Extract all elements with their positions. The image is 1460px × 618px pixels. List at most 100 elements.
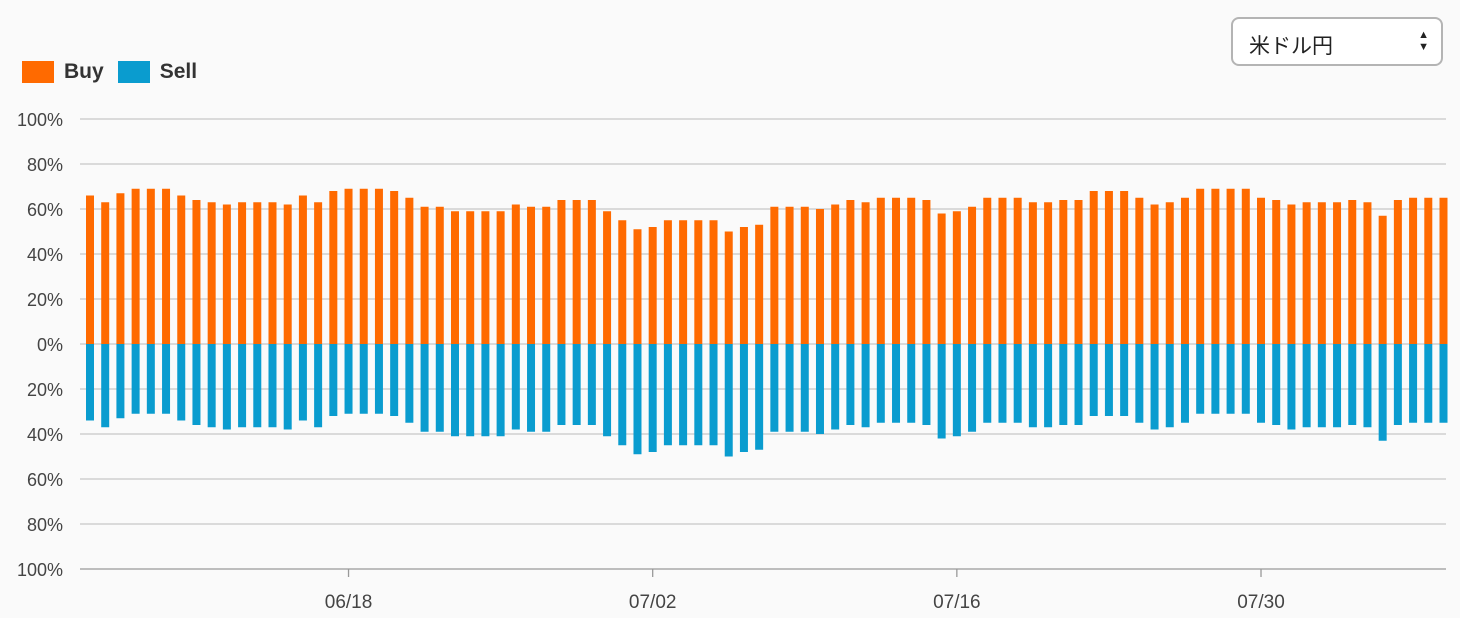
buy-bar[interactable]	[815, 209, 824, 344]
buy-bar[interactable]	[1196, 188, 1205, 344]
buy-bar[interactable]	[831, 204, 840, 345]
buy-bar[interactable]	[283, 204, 292, 345]
buy-bar[interactable]	[1257, 197, 1266, 344]
sell-bar[interactable]	[1348, 344, 1357, 425]
buy-bar[interactable]	[101, 202, 110, 344]
buy-bar[interactable]	[1363, 202, 1372, 344]
buy-bar[interactable]	[739, 227, 748, 344]
buy-bar[interactable]	[922, 200, 931, 344]
sell-bar[interactable]	[253, 344, 262, 428]
sell-bar[interactable]	[86, 344, 94, 421]
sell-bar[interactable]	[101, 344, 110, 428]
sell-bar[interactable]	[694, 344, 703, 446]
sell-bar[interactable]	[268, 344, 277, 428]
buy-bar[interactable]	[1211, 188, 1220, 344]
sell-bar[interactable]	[1013, 344, 1022, 423]
buy-bar[interactable]	[1165, 202, 1174, 344]
buy-bar[interactable]	[907, 197, 916, 344]
buy-bar[interactable]	[679, 220, 688, 344]
buy-bar[interactable]	[952, 211, 961, 344]
buy-bar[interactable]	[1120, 191, 1129, 344]
buy-bar[interactable]	[755, 224, 764, 344]
sell-bar[interactable]	[633, 344, 642, 455]
buy-bar[interactable]	[1226, 188, 1235, 344]
sell-bar[interactable]	[1074, 344, 1083, 425]
sell-bar[interactable]	[709, 344, 718, 446]
buy-bar[interactable]	[268, 202, 277, 344]
sell-bar[interactable]	[1378, 344, 1387, 441]
buy-bar[interactable]	[466, 211, 475, 344]
buy-bar[interactable]	[1104, 191, 1113, 344]
sell-bar[interactable]	[937, 344, 946, 439]
sell-bar[interactable]	[405, 344, 414, 423]
sell-bar[interactable]	[1363, 344, 1372, 428]
buy-bar[interactable]	[511, 204, 520, 345]
sell-bar[interactable]	[618, 344, 627, 446]
sell-bar[interactable]	[329, 344, 338, 416]
buy-bar[interactable]	[557, 200, 566, 344]
sell-bar[interactable]	[238, 344, 247, 428]
sell-bar[interactable]	[283, 344, 292, 430]
buy-bar[interactable]	[222, 204, 231, 345]
buy-bar[interactable]	[450, 211, 459, 344]
sell-bar[interactable]	[876, 344, 885, 423]
buy-bar[interactable]	[1180, 197, 1189, 344]
sell-bar[interactable]	[679, 344, 688, 446]
sell-bar[interactable]	[1272, 344, 1281, 425]
sell-bar[interactable]	[815, 344, 824, 434]
sell-bar[interactable]	[603, 344, 612, 437]
buy-bar[interactable]	[527, 206, 536, 344]
buy-bar[interactable]	[1059, 200, 1068, 344]
sell-bar[interactable]	[314, 344, 323, 428]
buy-bar[interactable]	[390, 191, 399, 344]
sell-bar[interactable]	[496, 344, 505, 437]
sell-bar[interactable]	[542, 344, 551, 432]
buy-bar[interactable]	[344, 188, 353, 344]
buy-bar[interactable]	[405, 197, 414, 344]
buy-bar[interactable]	[770, 206, 779, 344]
sell-bar[interactable]	[770, 344, 779, 432]
buy-bar[interactable]	[603, 211, 612, 344]
sell-bar[interactable]	[1333, 344, 1342, 428]
sell-bar[interactable]	[648, 344, 657, 452]
sell-bar[interactable]	[800, 344, 809, 432]
buy-bar[interactable]	[998, 197, 1007, 344]
buy-bar[interactable]	[329, 191, 338, 344]
sell-bar[interactable]	[1257, 344, 1266, 423]
buy-bar[interactable]	[846, 200, 855, 344]
sell-bar[interactable]	[450, 344, 459, 437]
buy-bar[interactable]	[298, 195, 307, 345]
buy-bar[interactable]	[1393, 200, 1402, 344]
buy-bar[interactable]	[800, 206, 809, 344]
sell-bar[interactable]	[1059, 344, 1068, 425]
sell-bar[interactable]	[983, 344, 992, 423]
buy-bar[interactable]	[861, 202, 870, 344]
buy-bar[interactable]	[162, 188, 171, 344]
sell-bar[interactable]	[724, 344, 733, 457]
buy-bar[interactable]	[1302, 202, 1311, 344]
buy-bar[interactable]	[420, 206, 429, 344]
sell-bar[interactable]	[952, 344, 961, 437]
buy-bar[interactable]	[724, 231, 733, 345]
sell-bar[interactable]	[222, 344, 231, 430]
sell-bar[interactable]	[207, 344, 216, 428]
buy-bar[interactable]	[238, 202, 247, 344]
buy-bar[interactable]	[192, 200, 201, 344]
buy-bar[interactable]	[131, 188, 140, 344]
legend-item-sell[interactable]: Sell	[117, 60, 197, 84]
buy-bar[interactable]	[116, 193, 125, 344]
buy-bar[interactable]	[785, 206, 794, 344]
sell-bar[interactable]	[1226, 344, 1235, 414]
sell-bar[interactable]	[1104, 344, 1113, 416]
sell-bar[interactable]	[1317, 344, 1326, 428]
currency-pair-select[interactable]: 米ドル円 ▲ ▼	[1231, 17, 1443, 66]
buy-bar[interactable]	[1317, 202, 1326, 344]
buy-bar[interactable]	[207, 202, 216, 344]
buy-bar[interactable]	[587, 200, 596, 344]
buy-bar[interactable]	[618, 220, 627, 344]
buy-bar[interactable]	[86, 195, 94, 345]
sell-bar[interactable]	[1393, 344, 1402, 425]
sell-bar[interactable]	[192, 344, 201, 425]
sell-bar[interactable]	[587, 344, 596, 425]
sell-bar[interactable]	[998, 344, 1007, 423]
